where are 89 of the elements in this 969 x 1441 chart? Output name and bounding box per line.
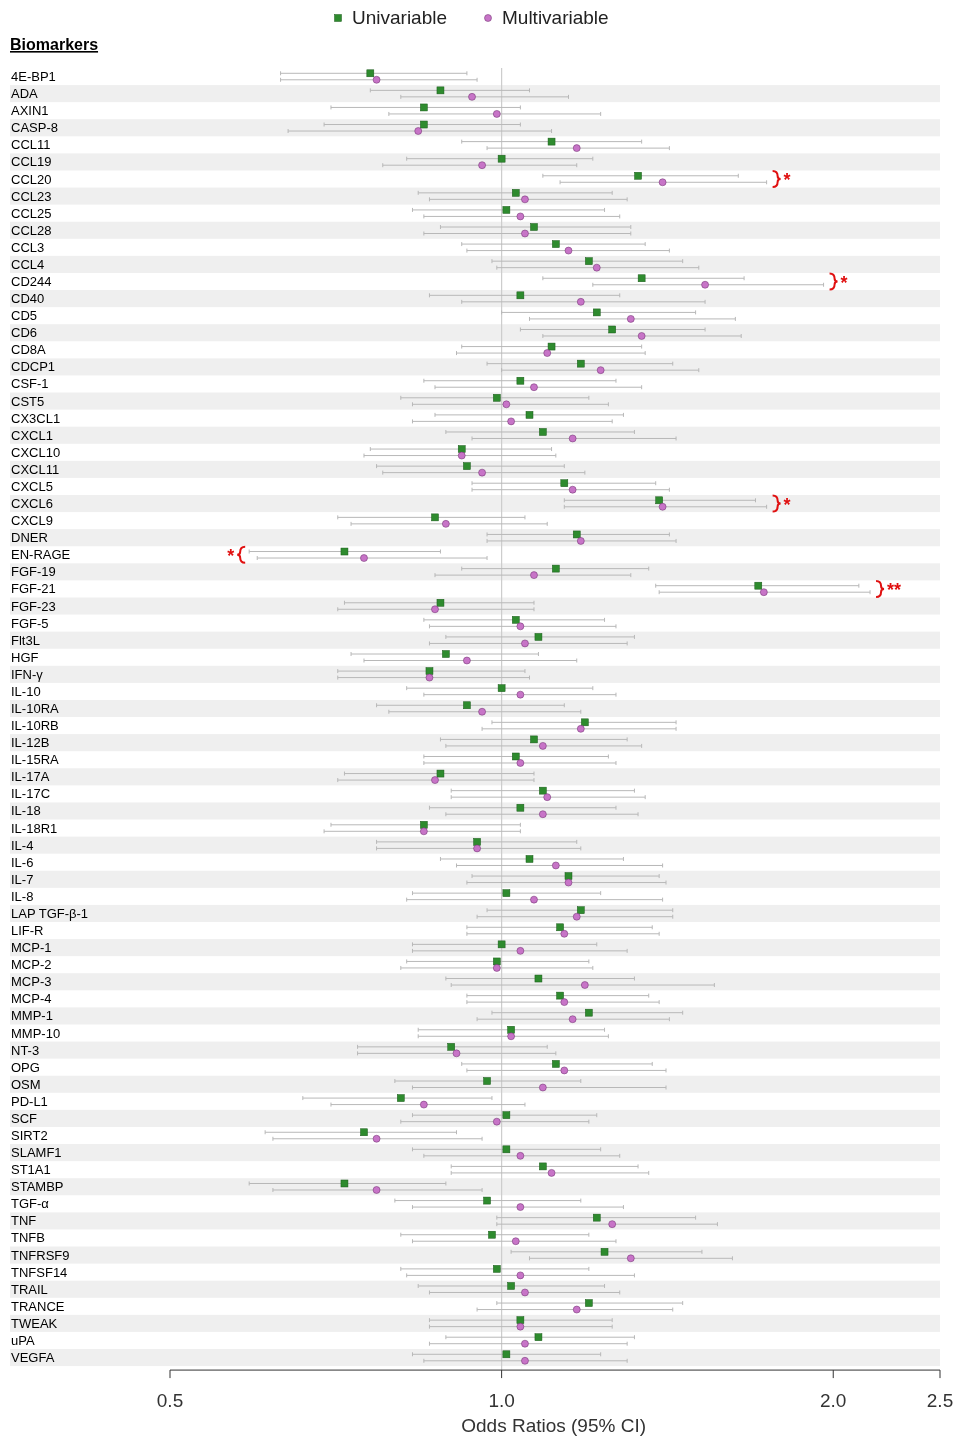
y-tick-label: FGF-19	[11, 564, 56, 580]
y-tick-label: CCL20	[11, 171, 52, 187]
y-tick-label: IL-10RB	[11, 718, 59, 734]
y-tick-label: MCP-2	[11, 957, 52, 973]
y-tick-label: CCL11	[11, 137, 51, 153]
y-tick-label: NT-3	[11, 1042, 40, 1058]
y-tick-label: CXCL1	[11, 427, 53, 443]
y-tick-label: TGF-α	[11, 1196, 50, 1212]
y-tick-label: CCL4	[11, 256, 45, 272]
y-tick-label: CXCL9	[11, 513, 53, 529]
y-tick-label: ADA	[11, 86, 39, 102]
y-tick-label: IFN-γ	[11, 666, 44, 682]
y-tick-label: CXCL10	[11, 444, 61, 460]
y-tick-label: SIRT2	[11, 1128, 48, 1143]
y-tick-label: DNER	[11, 530, 48, 546]
y-tick-label: CXCL11	[11, 461, 60, 477]
y-tick-label: STAMBP	[11, 1179, 64, 1195]
y-tick-label: CXCL6	[11, 496, 53, 512]
annotation: *	[227, 545, 235, 566]
y-tick-label: AXIN1	[11, 103, 49, 119]
y-tick-label: IL-6	[11, 854, 34, 870]
y-tick-label: CXCL5	[11, 478, 53, 494]
legend-label: Multivariable	[502, 7, 609, 28]
y-tick-label: OSM	[11, 1076, 41, 1092]
y-tick-label: PD-L1	[11, 1093, 48, 1109]
y-tick-label: HGF	[11, 649, 39, 665]
y-tick-label: TWEAK	[11, 1315, 58, 1331]
y-tick-label: CCL19	[11, 154, 52, 170]
annotation: *	[840, 272, 848, 293]
y-tick-label: FGF-23	[11, 598, 56, 614]
y-tick-label: OPG	[11, 1059, 40, 1075]
annotation: *	[783, 170, 791, 191]
y-tick-label: MCP-1	[11, 940, 52, 956]
x-axis-title: Odds Ratios (95% CI)	[461, 1415, 647, 1437]
y-tick-label: CCL25	[11, 205, 52, 221]
y-tick-label: CASP-8	[11, 120, 58, 136]
y-tick-label: ST1A1	[11, 1162, 51, 1178]
y-tick-label: CX3CL1	[11, 410, 61, 426]
y-tick-label: IL-7	[11, 871, 34, 887]
y-tick-label: MCP-3	[11, 974, 52, 990]
annotation: **	[887, 579, 902, 600]
y-tick-label: TNF	[11, 1213, 37, 1229]
y-tick-label: CCL23	[11, 188, 52, 204]
y-tick-label: uPA	[11, 1332, 35, 1348]
y-tick-label: SCF	[11, 1110, 38, 1126]
x-tick-label: 2.5	[926, 1390, 954, 1412]
y-tick-label: MMP-10	[11, 1025, 61, 1041]
y-tick-label: FGF-5	[11, 615, 49, 631]
y-tick-label: TNFRSF9	[11, 1247, 70, 1263]
y-tick-label: TRANCE	[11, 1298, 65, 1314]
y-tick-label: TNFSF14	[11, 1264, 68, 1280]
y-tick-label: CD40	[11, 291, 45, 307]
y-tick-label: CSF-1	[11, 376, 49, 392]
annotation: *	[783, 494, 791, 515]
y-tick-label: IL-17C	[11, 786, 51, 802]
y-tick-label: CD5	[11, 308, 38, 324]
y-tick-label: FGF-21	[11, 581, 56, 597]
y-tick-label: IL-18	[11, 803, 41, 819]
y-tick-label: CCL3	[11, 239, 45, 255]
x-tick-label: 2.0	[820, 1390, 847, 1412]
y-tick-label: IL-4	[11, 837, 34, 853]
y-tick-label: TNFB	[11, 1230, 45, 1246]
y-tick-label: IL-10	[11, 683, 41, 699]
y-tick-label: IL-8	[11, 888, 34, 904]
y-tick-label: CDCP1	[11, 359, 56, 375]
y-tick-label: IL-17A	[11, 769, 50, 785]
legend-label: Univariable	[352, 7, 448, 28]
y-tick-label: IL-18R1	[11, 820, 58, 836]
y-axis-title: Biomarkers	[10, 36, 99, 53]
x-tick-label: 1.0	[488, 1390, 515, 1412]
y-tick-label: VEGFA	[11, 1350, 55, 1366]
y-tick-label: SLAMF1	[11, 1145, 62, 1161]
y-tick-label: IL-12B	[11, 735, 50, 751]
x-tick-label: 0.5	[156, 1390, 184, 1412]
y-tick-label: Flt3L	[11, 632, 40, 648]
y-tick-label: CD244	[11, 274, 52, 289]
y-tick-label: CST5	[11, 393, 45, 409]
y-tick-label: EN-RAGE	[11, 547, 71, 563]
y-tick-label: TRAIL	[11, 1281, 48, 1297]
y-tick-label: LAP TGF-β-1	[11, 905, 89, 921]
y-tick-label: 4E-BP1	[11, 69, 56, 85]
y-tick-label: CD6	[11, 325, 38, 341]
y-tick-label: CCL28	[11, 222, 52, 238]
y-tick-label: MCP-4	[11, 991, 52, 1007]
y-tick-label: IL-10RA	[11, 701, 60, 716]
y-tick-label: IL-15RA	[11, 752, 60, 768]
y-tick-label: MMP-1	[11, 1008, 53, 1024]
y-tick-label: LIF-R	[11, 923, 44, 939]
y-tick-label: CD8A	[11, 342, 47, 358]
